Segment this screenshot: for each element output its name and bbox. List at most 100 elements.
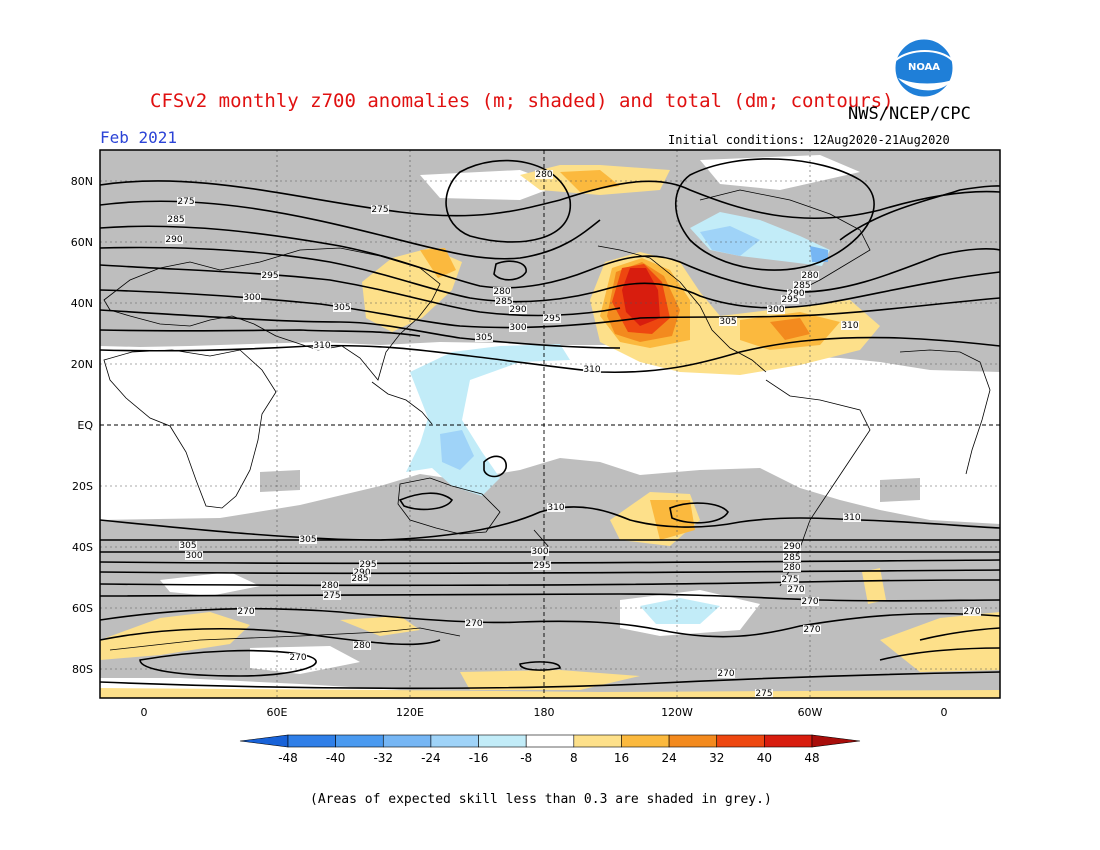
colorbar-box [668, 734, 718, 748]
colorbar-box [573, 734, 622, 748]
colorbar-arrow-right [811, 734, 861, 748]
contour-label: 305 [299, 535, 316, 545]
latitude-axis: 80N 60N 40N 20N EQ 20S 40S 60S 80S [71, 175, 94, 676]
contour-label: 270 [963, 607, 980, 617]
contour-label: 290 [353, 568, 370, 578]
lon-label: 180 [534, 706, 555, 719]
contour-label: 295 [261, 271, 278, 281]
colorbar-box [430, 734, 479, 748]
contour-label: 280 [321, 581, 338, 591]
contour-label: 270 [289, 653, 306, 663]
contour-label: 275 [177, 197, 194, 207]
lon-label: 120W [661, 706, 693, 719]
contour-label: 290 [165, 235, 182, 245]
colorbar-tick-label: -24 [421, 751, 441, 765]
contour-label: 295 [781, 295, 798, 305]
lat-label: 20N [71, 358, 93, 371]
contour-label: 280 [353, 641, 370, 651]
colorbar-tick-label: -32 [373, 751, 393, 765]
lon-label: 60E [267, 706, 288, 719]
contour-label: 310 [583, 365, 600, 375]
contour-label: 300 [531, 547, 548, 557]
contour-label: 280 [535, 170, 552, 180]
contour-label: 290 [509, 305, 526, 315]
contour-label: 310 [547, 503, 564, 513]
colorbar-box [621, 734, 670, 748]
contour-label: 300 [243, 293, 260, 303]
contour-label: 305 [475, 333, 492, 343]
map-panel: 2802752752852902953003053102802852903002… [99, 149, 1001, 699]
contour-label: 270 [803, 625, 820, 635]
colorbar-tick-label: 24 [661, 751, 676, 765]
lat-label: 80N [71, 175, 93, 188]
contour-label: 270 [801, 597, 818, 607]
contour-label: 275 [323, 591, 340, 601]
noaa-logo-text: NOAA [908, 62, 940, 73]
contour-labels: 2802752752852902953003053102802852903002… [165, 170, 981, 699]
colorbar-tick-label: 16 [614, 751, 629, 765]
contour-label: 300 [185, 551, 202, 561]
colorbar-tick-label: -16 [469, 751, 489, 765]
contour-label: 270 [717, 669, 734, 679]
contour-label: 275 [371, 205, 388, 215]
lat-label: 40N [71, 297, 93, 310]
colorbar-box [764, 734, 813, 748]
colorbar-arrow-left [239, 734, 289, 748]
colorbar-tick-label: -40 [326, 751, 346, 765]
agency-label: NWS/NCEP/CPC [848, 104, 971, 124]
contour-label: 310 [843, 513, 860, 523]
contour-label: 295 [533, 561, 550, 571]
contour-label: 300 [509, 323, 526, 333]
noaa-logo: NOAA [892, 36, 956, 100]
contour-label: 285 [783, 553, 800, 563]
contour-label: 300 [767, 305, 784, 315]
lon-label: 120E [396, 706, 424, 719]
initial-conditions: Initial conditions: 12Aug2020-21Aug2020 [668, 133, 950, 147]
lon-label: 0 [141, 706, 148, 719]
contour-label: 295 [543, 314, 560, 324]
contour-label: 310 [313, 341, 330, 351]
colorbar-tick-label: 8 [570, 751, 578, 765]
colorbar-tick-label: 32 [709, 751, 724, 765]
contour-label: 305 [333, 303, 350, 313]
forecast-month: Feb 2021 [100, 128, 178, 147]
contour-label: 270 [787, 585, 804, 595]
lon-label: 0 [941, 706, 948, 719]
lat-label: 60N [71, 236, 93, 249]
contour-label: 310 [841, 321, 858, 331]
colorbar-tick-label: 40 [757, 751, 772, 765]
contour-label: 275 [781, 575, 798, 585]
contour-label: 280 [493, 287, 510, 297]
lat-label: 80S [72, 663, 93, 676]
contour-label: 290 [787, 289, 804, 299]
lat-label: 60S [72, 602, 93, 615]
lat-label: 20S [72, 480, 93, 493]
contour-label: 290 [783, 542, 800, 552]
contour-label: 285 [793, 281, 810, 291]
longitude-axis: 0 60E 120E 180 120W 60W 0 [141, 706, 948, 719]
colorbar-tick-label: 48 [804, 751, 819, 765]
contour-label: 275 [755, 689, 772, 699]
lat-label: EQ [77, 419, 93, 432]
colorbar-tick-label: -8 [520, 751, 532, 765]
contour-label: 305 [179, 541, 196, 551]
contour-label: 285 [495, 297, 512, 307]
colorbar-box [287, 734, 336, 748]
chart-title: CFSv2 monthly z700 anomalies (m; shaded)… [150, 90, 894, 112]
contour-label: 270 [237, 607, 254, 617]
colorbar-box [335, 734, 384, 748]
contour-label: 295 [359, 560, 376, 570]
colorbar: -48 -40 -32 -24 -16 -8 8 16 24 32 40 48 [239, 734, 861, 765]
lat-label: 40S [72, 541, 93, 554]
colorbar-box [382, 734, 432, 748]
colorbar-box [525, 734, 575, 748]
contour-label: 305 [719, 317, 736, 327]
colorbar-box [478, 734, 527, 748]
contour-label: 280 [783, 563, 800, 573]
positive-anomaly-shading [100, 165, 1000, 698]
lon-label: 60W [798, 706, 823, 719]
negative-anomaly-shading [406, 212, 830, 624]
colorbar-box [716, 734, 765, 748]
skill-footnote: (Areas of expected skill less than 0.3 a… [310, 792, 772, 807]
contour-label: 285 [351, 574, 368, 584]
